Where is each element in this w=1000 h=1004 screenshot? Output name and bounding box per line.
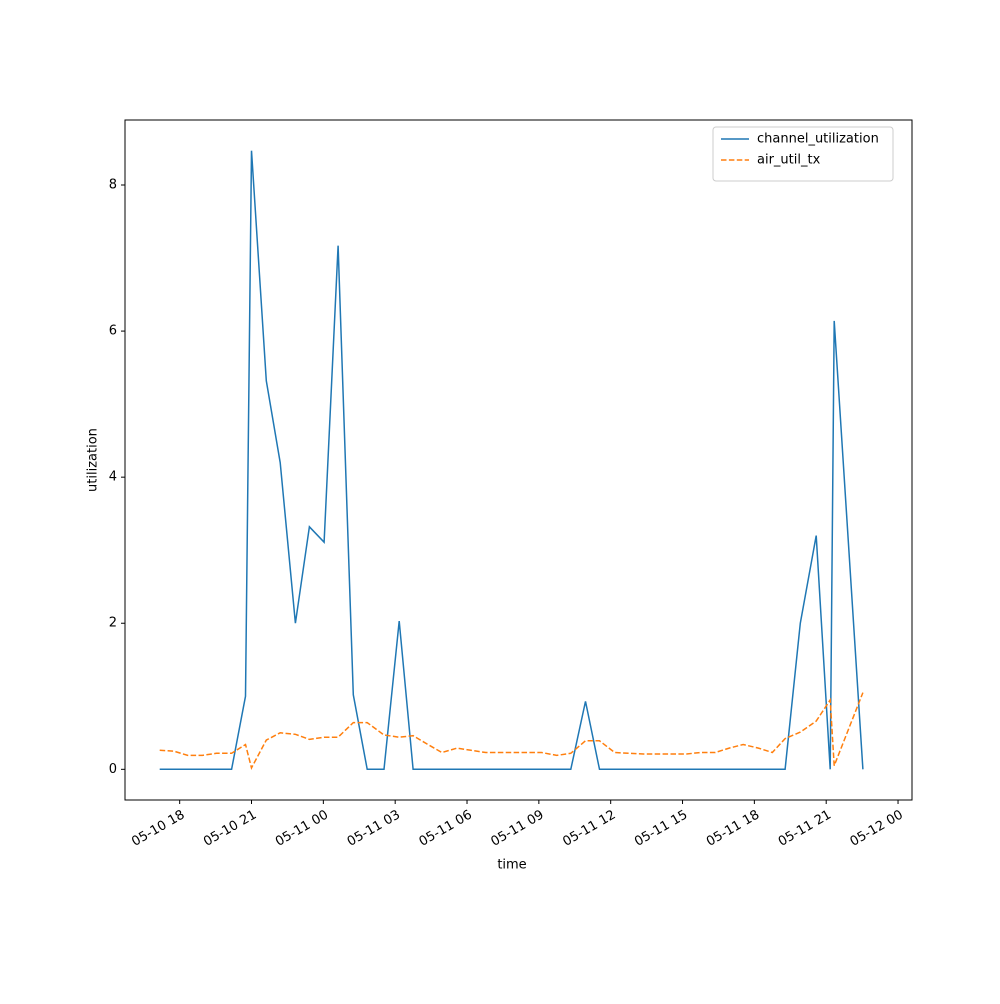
y-tick-label: 8 [109,178,117,193]
x-tick-label: 05-10 18 [129,808,187,850]
y-tick-label: 2 [109,616,117,631]
x-tick-label: 05-11 03 [345,808,403,850]
y-tick-label: 0 [109,762,117,777]
x-tick-label: 05-11 12 [560,808,618,850]
x-tick-label: 05-11 15 [632,808,690,850]
x-axis-label: time [497,858,526,873]
legend-box [712,126,894,182]
y-tick-label: 6 [109,324,117,339]
x-tick-label: 05-11 21 [776,808,834,850]
x-tick-label: 05-11 00 [273,808,331,850]
series-line [159,692,864,770]
y-axis-label: utilization [86,428,101,492]
legend-label: air_util_tx [757,153,821,168]
plot-frame [124,119,913,801]
x-tick-label: 05-11 18 [704,808,762,850]
x-tick-label: 05-11 06 [417,808,475,850]
legend-label: channel_utilization [757,132,879,147]
y-tick-label: 4 [109,470,117,485]
x-tick-label: 05-11 09 [488,808,546,850]
x-tick-label: 05-12 00 [848,808,906,850]
x-tick-label: 05-10 21 [201,808,259,850]
series-line [159,150,864,771]
legend: channel_utilization air_util_tx [712,126,894,182]
